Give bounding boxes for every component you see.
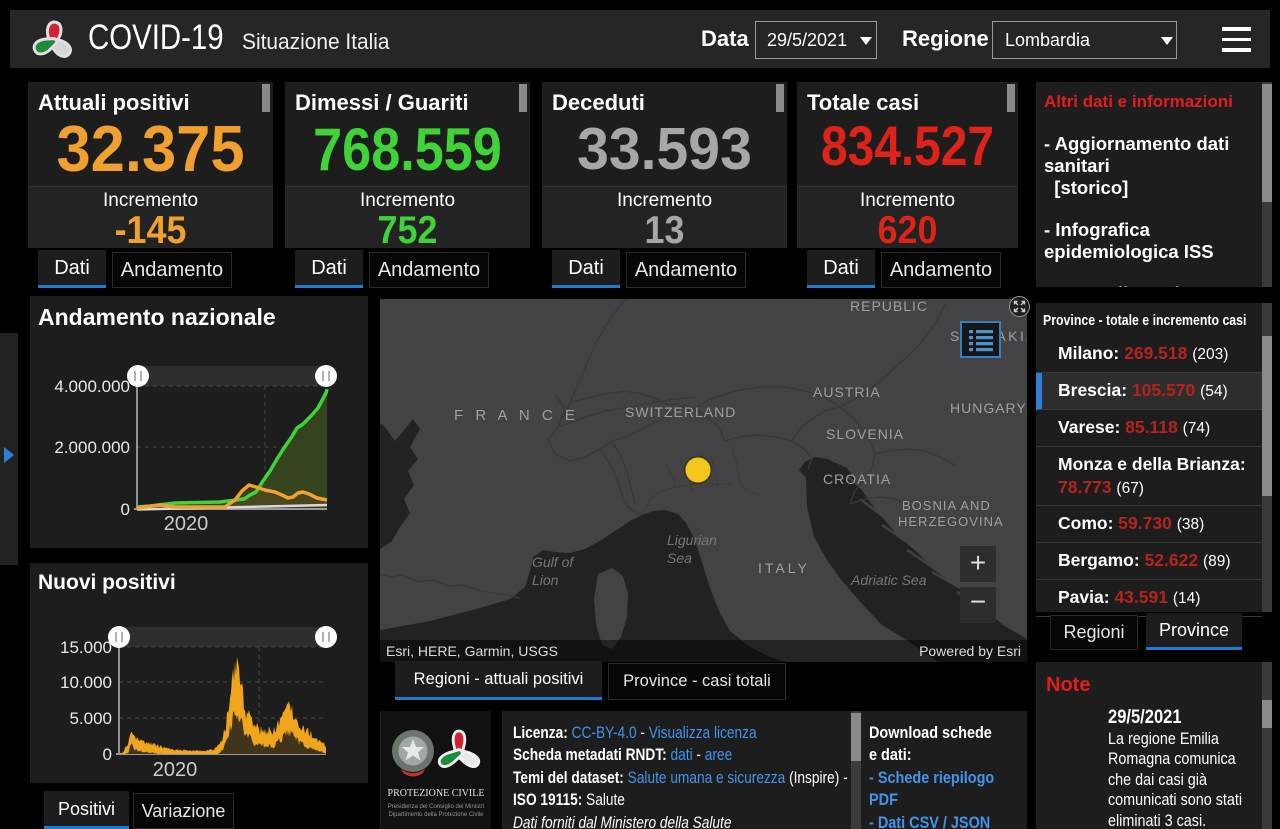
svg-text:4.000.000: 4.000.000 bbox=[54, 377, 130, 396]
svg-text:ITALY: ITALY bbox=[758, 560, 810, 576]
svg-text:15.000: 15.000 bbox=[60, 638, 112, 657]
svg-text:CROATIA: CROATIA bbox=[823, 471, 891, 487]
svg-text:BOSNIA AND: BOSNIA AND bbox=[902, 498, 991, 513]
svg-text:2020: 2020 bbox=[153, 759, 198, 781]
svg-text:Ligurian: Ligurian bbox=[667, 532, 717, 548]
svg-text:Lion: Lion bbox=[532, 572, 559, 588]
svg-text:2.000.000: 2.000.000 bbox=[54, 438, 130, 457]
svg-text:HERZEGOVINA: HERZEGOVINA bbox=[898, 514, 1004, 529]
svg-text:Presidenza del Consiglio dei M: Presidenza del Consiglio dei Ministri bbox=[388, 804, 484, 810]
svg-text:Gulf of: Gulf of bbox=[532, 554, 575, 570]
svg-text:Adriatic Sea: Adriatic Sea bbox=[850, 572, 927, 588]
svg-text:2020: 2020 bbox=[164, 513, 209, 535]
svg-text:REPUBLIC: REPUBLIC bbox=[850, 299, 928, 314]
svg-text:0: 0 bbox=[121, 500, 130, 519]
svg-text:HUNGARY: HUNGARY bbox=[950, 400, 1027, 416]
svg-text:AUSTRIA: AUSTRIA bbox=[813, 384, 881, 400]
svg-text:5.000: 5.000 bbox=[69, 709, 112, 728]
svg-text:F R A N C E: F R A N C E bbox=[454, 407, 579, 424]
svg-text:Sea: Sea bbox=[667, 550, 692, 566]
svg-text:SLOVENIA: SLOVENIA bbox=[826, 426, 904, 442]
svg-text:SWITZERLAND: SWITZERLAND bbox=[625, 404, 736, 420]
svg-text:10.000: 10.000 bbox=[60, 673, 112, 692]
svg-text:0: 0 bbox=[103, 745, 112, 764]
svg-text:Dipartimento della Protezione: Dipartimento della Protezione Civile bbox=[388, 812, 484, 818]
svg-text:PROTEZIONE CIVILE: PROTEZIONE CIVILE bbox=[388, 788, 485, 799]
